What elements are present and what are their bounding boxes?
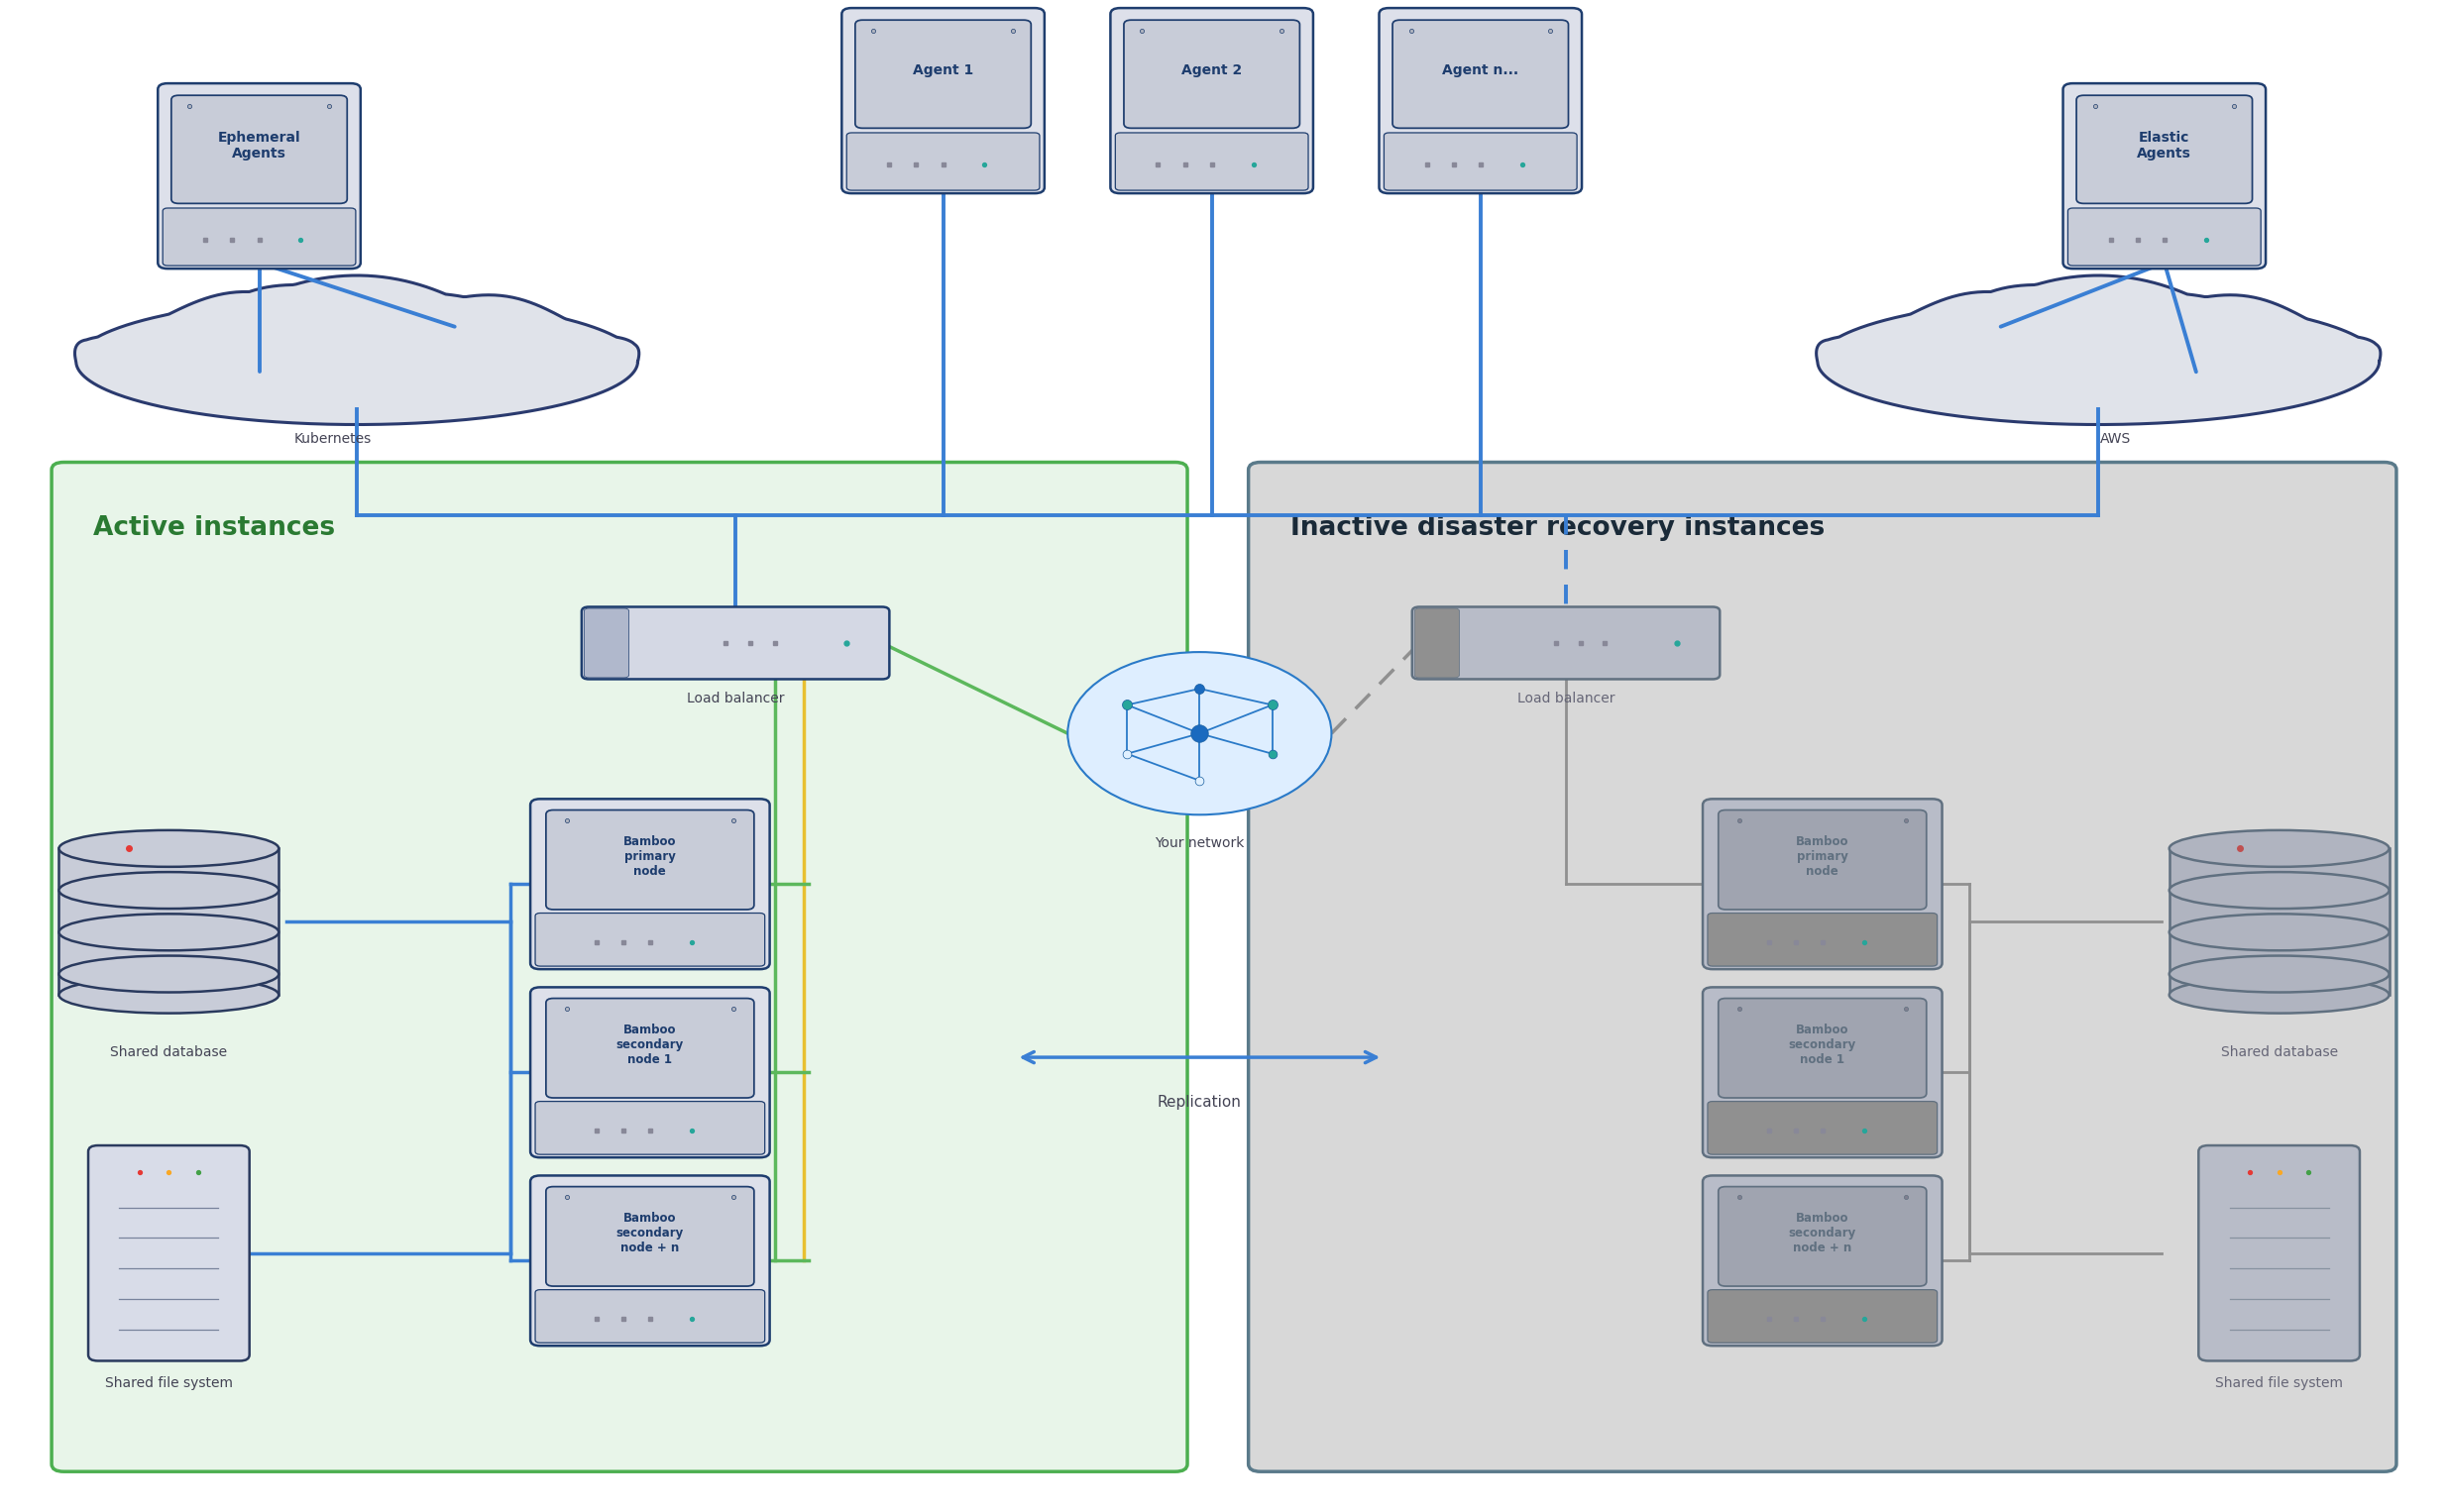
Text: Kubernetes: Kubernetes — [294, 432, 372, 446]
Text: Agent n...: Agent n... — [1442, 64, 1518, 77]
FancyBboxPatch shape — [2064, 83, 2267, 269]
FancyBboxPatch shape — [1124, 20, 1300, 129]
FancyBboxPatch shape — [1378, 8, 1581, 194]
FancyBboxPatch shape — [1415, 608, 1459, 677]
Text: Load balancer: Load balancer — [688, 691, 783, 705]
FancyBboxPatch shape — [1412, 606, 1721, 679]
FancyBboxPatch shape — [2198, 1146, 2360, 1361]
FancyBboxPatch shape — [546, 1187, 754, 1287]
FancyBboxPatch shape — [847, 133, 1040, 191]
Ellipse shape — [2169, 872, 2389, 909]
FancyBboxPatch shape — [531, 798, 769, 969]
FancyBboxPatch shape — [171, 95, 348, 204]
Text: Bamboo
secondary
node 1: Bamboo secondary node 1 — [1789, 1024, 1856, 1066]
FancyBboxPatch shape — [1718, 1187, 1927, 1287]
Text: Load balancer: Load balancer — [1518, 691, 1616, 705]
Ellipse shape — [2169, 977, 2389, 1013]
FancyBboxPatch shape — [2076, 95, 2252, 204]
FancyBboxPatch shape — [536, 913, 764, 966]
FancyBboxPatch shape — [1248, 463, 2397, 1471]
Ellipse shape — [59, 872, 279, 909]
FancyBboxPatch shape — [88, 1146, 250, 1361]
Text: Bamboo
primary
node: Bamboo primary node — [1797, 835, 1848, 877]
Text: Ephemeral
Agents: Ephemeral Agents — [218, 130, 301, 160]
FancyBboxPatch shape — [531, 1175, 769, 1346]
FancyBboxPatch shape — [1709, 1101, 1936, 1155]
Text: AWS: AWS — [2100, 432, 2132, 446]
FancyBboxPatch shape — [536, 1101, 764, 1155]
Text: Shared database: Shared database — [2220, 1045, 2338, 1058]
FancyBboxPatch shape — [1709, 1290, 1936, 1343]
FancyBboxPatch shape — [585, 608, 629, 677]
Polygon shape — [76, 275, 639, 425]
FancyBboxPatch shape — [1709, 913, 1936, 966]
Ellipse shape — [59, 913, 279, 951]
Text: Replication: Replication — [1158, 1095, 1241, 1110]
FancyBboxPatch shape — [1111, 8, 1312, 194]
Text: Shared file system: Shared file system — [105, 1377, 233, 1391]
Text: Inactive disaster recovery instances: Inactive disaster recovery instances — [1290, 516, 1824, 541]
FancyBboxPatch shape — [536, 1290, 764, 1343]
Text: Shared file system: Shared file system — [2215, 1377, 2343, 1391]
FancyBboxPatch shape — [842, 8, 1045, 194]
Text: Bamboo
secondary
node + n: Bamboo secondary node + n — [1789, 1211, 1856, 1255]
FancyBboxPatch shape — [2069, 209, 2262, 266]
FancyBboxPatch shape — [1393, 20, 1569, 129]
FancyBboxPatch shape — [546, 998, 754, 1098]
FancyBboxPatch shape — [583, 606, 889, 679]
Polygon shape — [1816, 275, 2379, 425]
Circle shape — [1067, 652, 1332, 815]
FancyBboxPatch shape — [1704, 987, 1941, 1158]
Ellipse shape — [2169, 913, 2389, 951]
FancyBboxPatch shape — [854, 20, 1031, 129]
Text: Active instances: Active instances — [93, 516, 335, 541]
Ellipse shape — [59, 977, 279, 1013]
Text: Bamboo
primary
node: Bamboo primary node — [624, 835, 676, 877]
FancyBboxPatch shape — [1718, 998, 1927, 1098]
Ellipse shape — [59, 956, 279, 992]
Text: Bamboo
secondary
node 1: Bamboo secondary node 1 — [617, 1024, 683, 1066]
FancyBboxPatch shape — [1116, 133, 1307, 191]
FancyBboxPatch shape — [1704, 798, 1941, 969]
Text: Elastic
Agents: Elastic Agents — [2137, 130, 2191, 160]
FancyBboxPatch shape — [1718, 810, 1927, 910]
FancyBboxPatch shape — [51, 463, 1187, 1471]
Text: Agent 1: Agent 1 — [913, 64, 974, 77]
FancyBboxPatch shape — [162, 209, 355, 266]
FancyBboxPatch shape — [157, 83, 360, 269]
FancyBboxPatch shape — [531, 987, 769, 1158]
Text: Bamboo
secondary
node + n: Bamboo secondary node + n — [617, 1211, 683, 1255]
Text: Your network: Your network — [1155, 836, 1244, 850]
Ellipse shape — [59, 830, 279, 866]
Text: Agent 2: Agent 2 — [1182, 64, 1241, 77]
Text: Shared database: Shared database — [110, 1045, 228, 1058]
FancyBboxPatch shape — [1383, 133, 1577, 191]
Ellipse shape — [2169, 830, 2389, 866]
FancyBboxPatch shape — [546, 810, 754, 910]
Ellipse shape — [2169, 956, 2389, 992]
FancyBboxPatch shape — [1704, 1175, 1941, 1346]
